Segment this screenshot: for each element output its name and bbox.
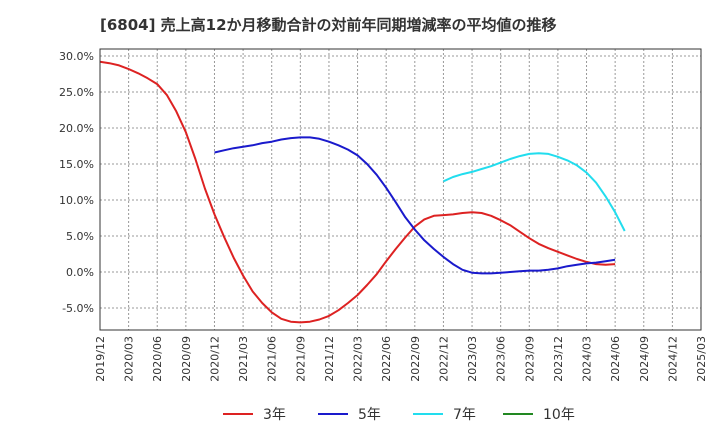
series-line-7年	[442, 152, 626, 232]
y-tick-label: 15.0%	[59, 158, 94, 171]
y-tick-label: 30.0%	[59, 50, 94, 63]
x-tick-label: 2021/06	[266, 336, 279, 382]
x-tick-label: 2019/12	[94, 336, 107, 382]
legend-label: 3年	[263, 407, 286, 423]
x-tick-label: 2020/06	[151, 336, 164, 382]
y-tick-label: 25.0%	[59, 86, 94, 99]
x-tick-label: 2024/06	[609, 336, 622, 382]
x-tick-label: 2020/09	[180, 336, 193, 382]
x-tick-label: 2023/12	[552, 336, 565, 382]
x-tick-label: 2022/09	[409, 336, 422, 382]
x-tick-label: 2023/09	[523, 336, 536, 382]
x-tick-label: 2020/03	[123, 336, 136, 382]
x-tick-label: 2024/09	[638, 336, 651, 382]
x-tick-label: 2022/06	[380, 336, 393, 382]
series-lines	[99, 60, 626, 324]
y-axis-ticks: 30.0% 25.0% 20.0% 15.0% 10.0% 5.0% 0.0% -5.0%	[59, 50, 94, 315]
x-tick-label: 2025/03	[695, 336, 708, 382]
x-tick-label: 2024/12	[666, 336, 679, 382]
x-tick-label: 2021/03	[237, 336, 250, 382]
legend-label: 7年	[453, 407, 476, 423]
x-tick-label: 2023/03	[466, 336, 479, 382]
y-tick-label: 0.0%	[66, 266, 94, 279]
series-line-3年	[99, 60, 616, 324]
x-axis-ticks: 2019/12 2020/03 2020/06 2020/09 2020/12 2021/…	[94, 336, 708, 382]
x-tick-label: 2022/12	[437, 336, 450, 382]
legend-label: 10年	[543, 407, 575, 423]
y-tick-label: 10.0%	[59, 194, 94, 207]
plot-frame	[99, 48, 702, 331]
legend-label: 5年	[358, 407, 381, 423]
x-tick-label: 2024/03	[581, 336, 594, 382]
x-tick-label: 2023/06	[495, 336, 508, 382]
x-tick-label: 2020/12	[208, 336, 221, 382]
x-tick-label: 2021/12	[323, 336, 336, 382]
y-tick-label: -5.0%	[62, 302, 94, 315]
chart-title: [6804] 売上高12か月移動合計の対前年同期増減率の平均値の推移	[100, 16, 557, 34]
y-tick-label: 20.0%	[59, 122, 94, 135]
x-tick-label: 2021/09	[294, 336, 307, 382]
series-line-5年	[214, 136, 616, 275]
y-tick-label: 5.0%	[66, 230, 94, 243]
x-tick-label: 2022/03	[352, 336, 365, 382]
legend: 3年 5年 7年 10年	[223, 407, 575, 423]
grid	[100, 49, 701, 330]
